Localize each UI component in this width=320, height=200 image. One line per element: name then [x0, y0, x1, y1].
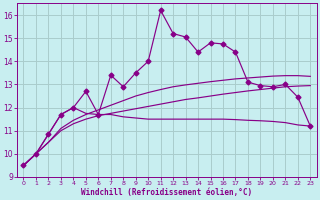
- X-axis label: Windchill (Refroidissement éolien,°C): Windchill (Refroidissement éolien,°C): [81, 188, 252, 197]
